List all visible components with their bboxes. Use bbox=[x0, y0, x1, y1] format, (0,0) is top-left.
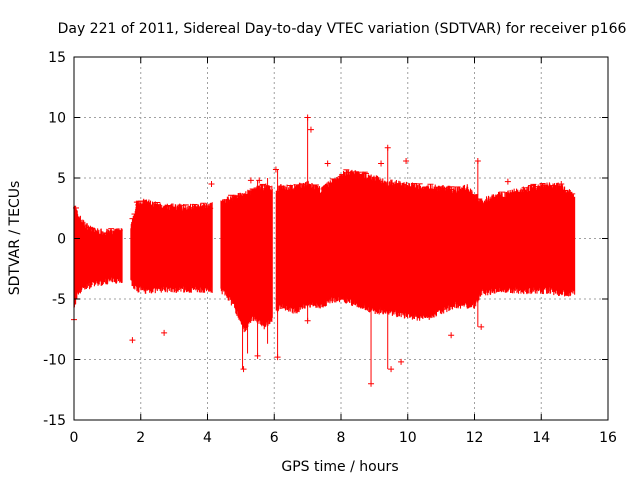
data-point bbox=[272, 166, 279, 173]
chart-title: Day 221 of 2011, Sidereal Day-to-day VTE… bbox=[58, 21, 627, 37]
x-tick-label: 6 bbox=[270, 430, 279, 446]
x-tick-label: 12 bbox=[466, 430, 484, 446]
data-point bbox=[240, 366, 247, 373]
data-point bbox=[304, 317, 311, 324]
data-point bbox=[504, 178, 511, 185]
x-tick-label: 4 bbox=[203, 430, 212, 446]
data-point bbox=[247, 177, 254, 184]
x-tick-label: 10 bbox=[399, 430, 417, 446]
y-tick-label: 5 bbox=[57, 171, 66, 187]
data-point bbox=[304, 114, 311, 121]
x-tick-label: 0 bbox=[70, 430, 79, 446]
y-tick-label: -15 bbox=[43, 413, 66, 429]
axis-ticks: 0 2 4 6 8 10 12 14 16 -15 -10 -5 0 5 10 15 bbox=[43, 50, 617, 446]
data-point bbox=[129, 337, 136, 344]
x-tick-label: 8 bbox=[337, 430, 346, 446]
y-tick-label: -10 bbox=[43, 353, 66, 369]
y-tick-label: 10 bbox=[48, 111, 66, 127]
y-tick-label: -5 bbox=[52, 292, 66, 308]
data-point bbox=[448, 332, 455, 339]
x-axis-label: GPS time / hours bbox=[281, 459, 398, 475]
data-point bbox=[324, 160, 331, 167]
data-point bbox=[388, 366, 395, 373]
data-point bbox=[378, 160, 385, 167]
data-point bbox=[558, 181, 565, 188]
y-tick-label: 15 bbox=[48, 50, 66, 66]
data-point bbox=[384, 144, 391, 151]
data-point bbox=[398, 358, 405, 365]
data-point bbox=[161, 329, 168, 336]
x-tick-label: 16 bbox=[599, 430, 617, 446]
data-point bbox=[307, 126, 314, 133]
data-point bbox=[474, 158, 481, 165]
data-point bbox=[208, 181, 215, 188]
data-point bbox=[256, 177, 263, 184]
y-tick-label: 0 bbox=[57, 232, 66, 248]
data-point bbox=[478, 323, 485, 330]
data-point bbox=[368, 380, 375, 387]
data-point bbox=[403, 158, 410, 165]
data-series bbox=[71, 114, 576, 387]
y-axis-label: SDTVAR / TECUs bbox=[7, 181, 23, 296]
x-tick-label: 14 bbox=[532, 430, 550, 446]
x-tick-label: 2 bbox=[136, 430, 145, 446]
data-point bbox=[274, 354, 281, 361]
data-point bbox=[254, 352, 261, 359]
